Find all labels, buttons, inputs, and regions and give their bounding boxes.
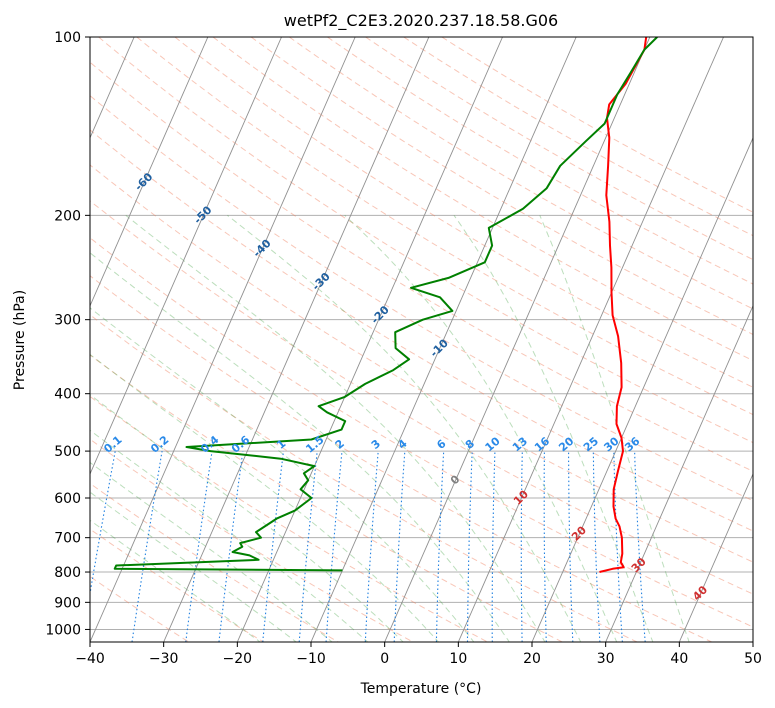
moist-adiabat — [90, 519, 262, 642]
mixing-ratio-lines — [90, 451, 646, 642]
x-tick-label: −40 — [75, 651, 105, 667]
dry-adiabat — [403, 37, 753, 237]
y-tick-label: 200 — [54, 208, 81, 224]
isotherm-line — [457, 37, 724, 642]
x-axis-label: Temperature (°C) — [360, 681, 482, 697]
y-tick-label: 400 — [54, 387, 81, 403]
y-tick-label: 900 — [54, 595, 81, 611]
dry-adiabat — [90, 129, 753, 532]
isotherm-line — [384, 37, 651, 642]
y-axis-ticks: 100 200 300 400 500 600 700 800 900 1000 — [45, 30, 90, 638]
x-axis-ticks: −40 −30 −20 −10 0 10 20 30 40 50 — [75, 642, 762, 667]
moist-adiabat — [125, 214, 546, 642]
dry-adiabat — [90, 237, 753, 628]
moist-adiabat — [90, 353, 440, 642]
sounding-profiles — [113, 37, 658, 573]
mixing-ratio-line — [131, 451, 163, 642]
x-tick-label: 30 — [597, 651, 615, 667]
x-tick-label: 50 — [744, 651, 762, 667]
x-tick-label: 0 — [380, 651, 389, 667]
dry-adiabat — [90, 61, 753, 472]
dry-adiabats — [90, 37, 753, 642]
x-tick-label: 20 — [523, 651, 541, 667]
x-tick-label: 10 — [449, 651, 467, 667]
moist-adiabat — [90, 394, 404, 642]
temperature-profile — [599, 37, 648, 573]
dry-adiabat — [212, 37, 753, 362]
y-tick-label: 300 — [54, 313, 81, 329]
dry-adiabat — [90, 314, 638, 642]
y-tick-label: 1000 — [45, 622, 81, 638]
moist-adiabat — [90, 252, 510, 642]
y-tick-label: 500 — [54, 444, 81, 460]
mixing-ratio-line — [218, 451, 244, 642]
moist-adiabat — [227, 214, 582, 642]
isotherm-grid — [90, 37, 753, 642]
y-tick-label: 800 — [54, 565, 81, 581]
moist-adiabat — [453, 215, 654, 642]
dry-adiabat — [289, 37, 753, 310]
y-axis-label: Pressure (hPa) — [12, 290, 28, 390]
moist-adiabat — [90, 461, 333, 642]
mixing-ratio-line — [262, 451, 285, 642]
isotherm-line — [90, 37, 282, 476]
isotherm-line — [90, 37, 356, 642]
dry-adiabat — [90, 200, 753, 595]
isotherm-line — [310, 37, 577, 642]
dry-adiabat — [90, 164, 753, 563]
mixing-ratio-line — [185, 451, 213, 642]
isotherm-line — [163, 37, 430, 642]
dry-adiabat — [327, 37, 753, 285]
isotherm-line — [678, 472, 753, 642]
y-tick-label: 100 — [54, 30, 81, 46]
moist-adiabat — [539, 215, 690, 642]
moist-adiabat — [90, 307, 475, 642]
moist-adiabat — [344, 214, 618, 642]
y-tick-label: 600 — [54, 491, 81, 507]
x-tick-label: −20 — [223, 651, 253, 667]
mixing-ratio-line — [325, 451, 343, 642]
pressure-grid — [90, 37, 753, 630]
moist-adiabat — [90, 491, 298, 642]
dry-adiabat — [174, 37, 753, 388]
mixing-ratio-line — [298, 451, 318, 642]
x-tick-label: −10 — [296, 651, 326, 667]
x-tick-label: 40 — [670, 651, 688, 667]
chart-title: wetPf2_C2E3.2020.237.18.58.G06 — [284, 11, 558, 31]
y-tick-label: 700 — [54, 531, 81, 547]
dewpoint-profile — [113, 37, 658, 572]
isotherm-line — [90, 37, 209, 308]
dry-adiabat — [98, 37, 753, 444]
isotherm-line — [236, 37, 503, 642]
plot-frame — [89, 36, 754, 643]
x-tick-label: −30 — [149, 651, 179, 667]
moist-adiabats — [90, 214, 690, 642]
dry-adiabat — [90, 354, 563, 642]
isotherm-line — [605, 304, 753, 642]
isotherm-line — [531, 136, 753, 642]
